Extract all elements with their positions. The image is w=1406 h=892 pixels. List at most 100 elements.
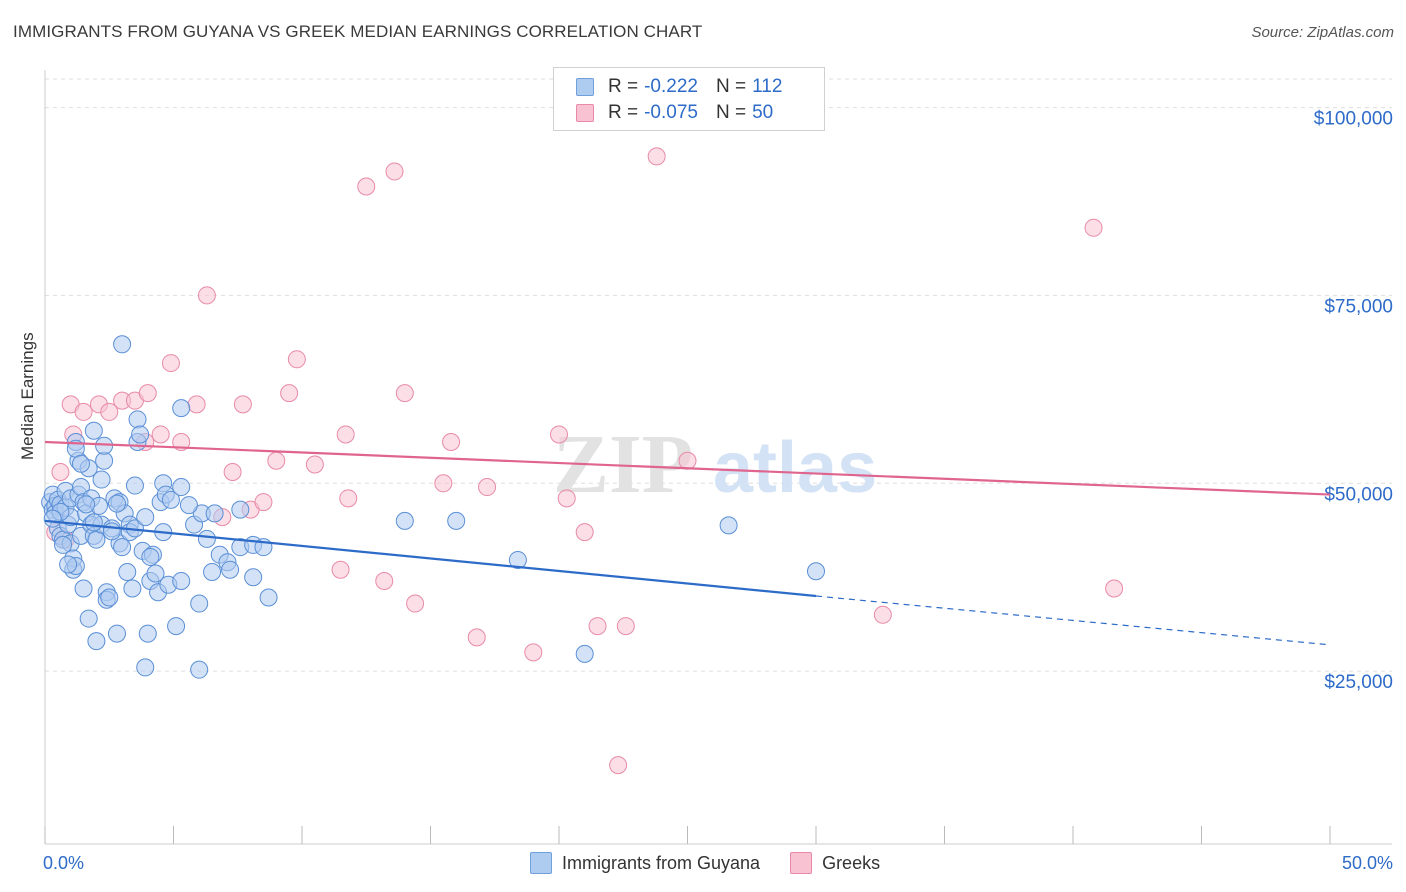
source-credit: Source: ZipAtlas.com <box>1251 24 1394 41</box>
greeks-point <box>467 628 486 647</box>
greeks-point <box>557 489 576 508</box>
legend-item-guyana[interactable]: Immigrants from Guyana <box>530 852 760 874</box>
guyana-point <box>92 470 111 489</box>
greeks-point <box>375 571 394 590</box>
n-label: N = <box>715 102 747 123</box>
legend-item-greeks[interactable]: Greeks <box>790 852 880 874</box>
greeks-trend-line <box>44 440 1331 496</box>
guyana-point <box>118 562 137 581</box>
guyana-point <box>190 660 209 679</box>
greeks-point <box>357 177 376 196</box>
guyana-point <box>197 529 216 548</box>
greeks-point <box>305 455 324 474</box>
greeks-point <box>339 489 358 508</box>
guyana-point <box>100 588 119 607</box>
guyana-point <box>447 511 466 530</box>
greeks-point <box>280 384 299 403</box>
y-tick-label-3: $100,000 <box>1314 109 1393 130</box>
guyana-point <box>107 624 126 643</box>
watermark-atlas: atlas <box>713 428 877 508</box>
guyana-point <box>179 496 198 515</box>
guyana-point <box>205 504 224 523</box>
guyana-point <box>231 500 250 519</box>
greeks-point <box>550 425 568 444</box>
greeks-point <box>51 463 70 482</box>
greeks-point <box>223 463 242 482</box>
guyana-point <box>719 516 738 535</box>
greeks-r-value: -0.075 <box>644 102 698 123</box>
greeks-point <box>74 402 93 421</box>
guyana-point <box>128 410 147 429</box>
guyana-point <box>95 451 114 470</box>
guyana-point <box>59 555 78 574</box>
guyana-point <box>172 478 191 497</box>
legend-label-guyana: Immigrants from Guyana <box>562 852 761 873</box>
guyana-point <box>53 535 72 554</box>
guyana-point <box>138 624 157 643</box>
guyana-point <box>113 335 132 354</box>
guyana-point <box>136 508 155 527</box>
guyana-point <box>102 522 121 541</box>
y-tick-label-2: $75,000 <box>1324 296 1393 317</box>
guyana-point <box>79 609 98 628</box>
greeks-point <box>434 474 453 493</box>
guyana-point <box>107 494 126 513</box>
greeks-point <box>287 350 306 369</box>
guyana-point <box>575 644 594 663</box>
guyana-point <box>77 495 96 514</box>
guyana-point <box>172 399 191 418</box>
axes <box>44 70 1392 845</box>
guyana-point <box>807 562 825 581</box>
guyana-point <box>244 568 263 587</box>
correlation-legend: R = -0.222 N = 112 R = -0.075 N = 50 <box>553 67 825 131</box>
greeks-point <box>406 594 425 613</box>
trend-lines <box>44 440 1331 646</box>
greeks-point <box>267 451 286 470</box>
guyana-swatch <box>576 78 594 96</box>
greeks-n-value: 50 <box>752 102 774 123</box>
guyana-point <box>74 579 93 598</box>
guyana-swatch <box>530 852 552 874</box>
greeks-point <box>609 756 628 775</box>
greeks-point <box>1105 579 1124 598</box>
chart-title: IMMIGRANTS FROM GUYANA VS GREEK MEDIAN E… <box>13 22 703 41</box>
guyana-points <box>41 335 825 679</box>
guyana-point <box>203 562 222 581</box>
guyana-trend-line <box>44 519 817 598</box>
guyana-point <box>123 579 142 598</box>
greeks-point <box>197 286 216 305</box>
x-axis-max-label: 50.0% <box>1341 853 1393 873</box>
y-tick-label-1: $50,000 <box>1324 484 1393 505</box>
greeks-point <box>575 523 594 542</box>
y-axis-label: Median Earnings <box>18 332 37 460</box>
n-label: N = <box>715 76 747 97</box>
y-tick-label-0: $25,000 <box>1324 672 1393 693</box>
guyana-point <box>221 560 240 579</box>
guyana-point <box>84 513 103 532</box>
greeks-point <box>254 493 273 512</box>
guyana-point <box>172 571 191 590</box>
guyana-point <box>395 511 414 530</box>
guyana-point <box>167 617 186 636</box>
guyana-point <box>87 530 106 549</box>
guyana-point <box>161 490 180 509</box>
watermark: ZIP atlas <box>553 418 877 511</box>
greeks-swatch <box>576 104 594 122</box>
x-axis-min-label: 0.0% <box>43 853 85 873</box>
greeks-point <box>336 425 355 444</box>
guyana-point <box>146 564 165 583</box>
greeks-point <box>478 478 497 497</box>
greeks-points <box>46 147 1124 775</box>
greeks-point <box>187 395 206 414</box>
greeks-point <box>161 354 180 373</box>
greeks-point <box>442 432 461 451</box>
greeks-point <box>151 425 170 444</box>
y-tick-labels: $25,000 $50,000 $75,000 $100,000 <box>1314 109 1393 694</box>
legend-label-greeks: Greeks <box>822 852 881 873</box>
greeks-point <box>678 451 697 470</box>
guyana-point <box>508 550 527 569</box>
greeks-point <box>385 162 404 181</box>
legend-row-guyana: R = -0.222 N = 112 <box>576 75 782 99</box>
guyana-point <box>136 658 155 677</box>
greeks-point <box>172 432 191 451</box>
